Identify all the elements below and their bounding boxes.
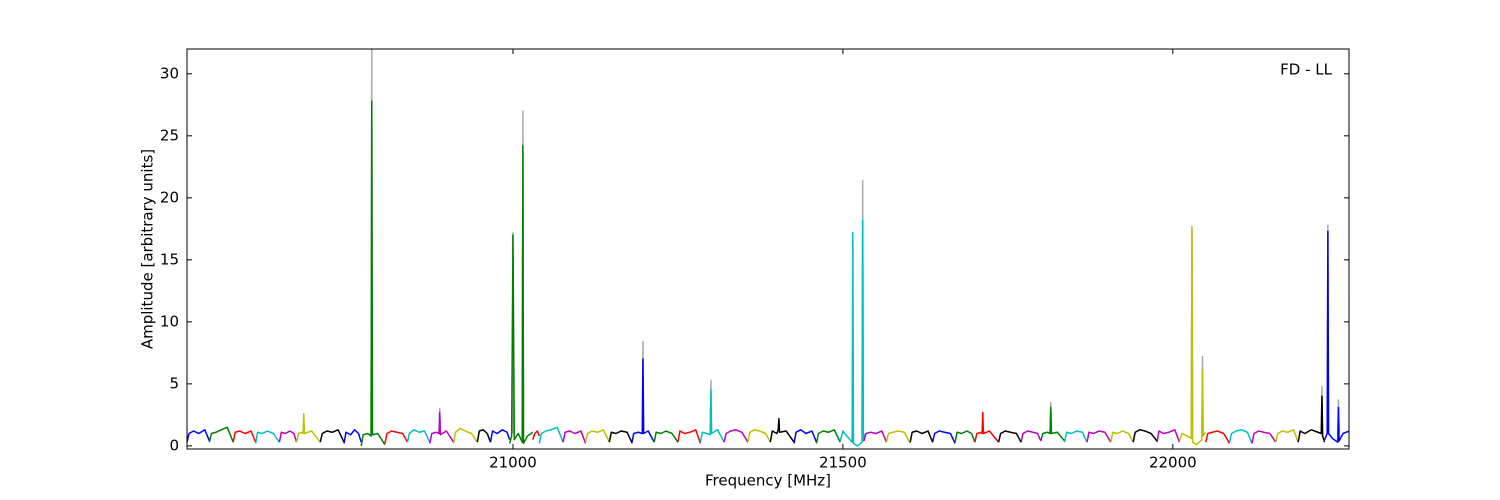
series-line xyxy=(278,411,1277,444)
x-tick-label: 22000 xyxy=(1149,454,1197,472)
annotation: FD - LL xyxy=(1280,61,1332,79)
y-tick-label: 30 xyxy=(160,64,179,82)
series-line xyxy=(370,49,1340,434)
y-tick-label: 0 xyxy=(169,436,179,454)
series-line xyxy=(254,219,1253,447)
y-tick-label: 25 xyxy=(160,126,179,144)
y-tick-label: 5 xyxy=(169,374,179,392)
x-tick-label: 21500 xyxy=(819,454,867,472)
series-line xyxy=(208,100,1066,447)
y-tick-label: 15 xyxy=(160,250,179,268)
y-tick-label: 10 xyxy=(160,312,179,330)
series-line xyxy=(319,395,1326,443)
plot-area xyxy=(187,49,1349,447)
y-axis-label: Amplitude [arbitrary units] xyxy=(139,149,157,349)
series-line xyxy=(232,411,1231,444)
axes-frame xyxy=(186,48,1350,450)
x-tick-label: 21000 xyxy=(489,454,537,472)
series-line xyxy=(295,228,1299,446)
y-tick-label: 20 xyxy=(160,188,179,206)
x-axis-label: Frequency [MHz] xyxy=(705,472,831,490)
series-line xyxy=(187,230,1349,444)
